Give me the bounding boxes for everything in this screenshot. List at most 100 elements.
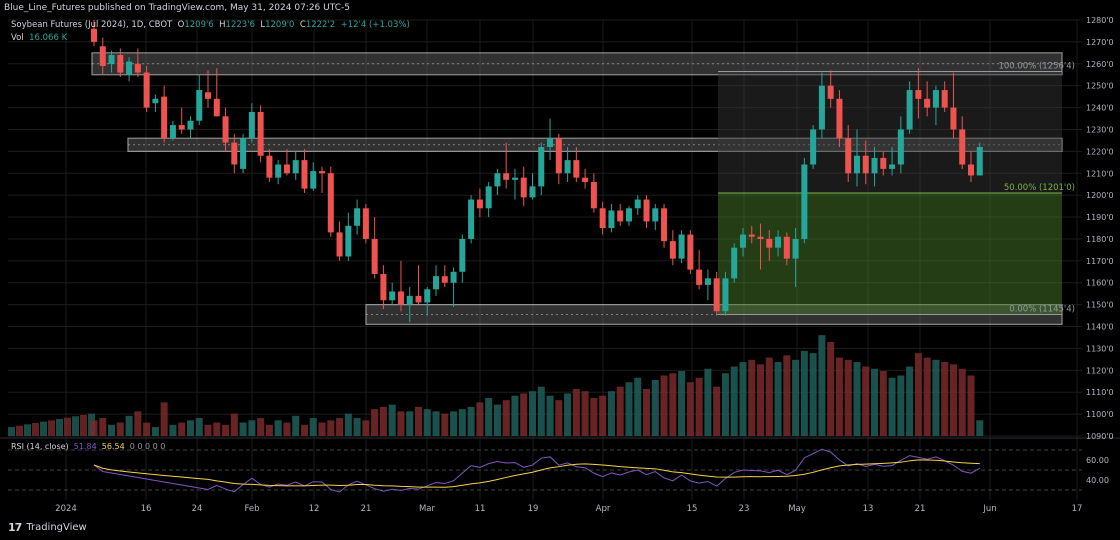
time-tick-label: Apr — [596, 504, 611, 514]
candle-body — [573, 160, 580, 178]
volume-bar — [80, 414, 87, 436]
volume-bar — [853, 362, 861, 436]
price-tick-label: 1260'0 — [1086, 60, 1114, 69]
candle-body — [301, 160, 308, 189]
volume-value: 16.066 K — [29, 33, 68, 43]
volume-bar — [248, 420, 256, 436]
rsi-line — [93, 448, 981, 493]
volume-bar — [678, 371, 686, 436]
fib-lower-zone — [718, 192, 1062, 315]
volume-bar — [116, 422, 124, 436]
candle-body — [547, 138, 554, 147]
rsi-value: 51.84 — [73, 442, 97, 451]
candle-body — [178, 125, 185, 130]
volume-bar — [16, 425, 23, 436]
volume-bar — [669, 373, 677, 436]
price-tick-label: 1270'0 — [1086, 38, 1114, 47]
candle-body — [126, 61, 133, 75]
volume-bar — [862, 366, 870, 436]
candle-body — [494, 173, 501, 187]
volume-bar — [292, 415, 300, 436]
candle-body — [959, 129, 966, 165]
candle-body — [924, 98, 931, 108]
volume-bar — [721, 373, 729, 436]
time-tick-label: 21 — [361, 504, 372, 514]
tradingview-footer[interactable]: 17 TradingView — [8, 521, 87, 534]
price-tick-label: 1190'0 — [1086, 213, 1114, 222]
volume-bar — [686, 382, 694, 436]
candle-body — [941, 90, 948, 108]
candle-body — [564, 160, 571, 174]
candle-body — [345, 225, 352, 257]
candle-body — [310, 171, 317, 189]
candle-body — [897, 129, 904, 165]
price-tick-label: 1220'0 — [1086, 147, 1114, 156]
volume-bar — [914, 353, 922, 436]
candle-body — [731, 247, 738, 279]
candle-body — [257, 111, 264, 156]
rsi-tick-label: 40.00 — [1086, 476, 1109, 485]
volume-bar — [32, 423, 39, 436]
candle-body — [739, 234, 746, 248]
candle-body — [397, 291, 404, 305]
volume-bar — [169, 424, 177, 436]
tradingview-logo-icon: 17 — [8, 521, 22, 534]
volume-bar — [379, 406, 387, 436]
volume-bar — [257, 418, 265, 436]
volume-bar — [581, 391, 589, 436]
fib-upper-zone — [718, 71, 1062, 193]
rsi-ma-value: 56.54 — [101, 442, 125, 451]
volume-bar — [976, 420, 984, 436]
candle-body — [757, 236, 764, 239]
candle-body — [459, 238, 466, 272]
candle-body — [415, 295, 422, 303]
candlesticks — [91, 20, 983, 323]
volume-bar — [625, 382, 633, 436]
volume-bar — [441, 413, 449, 436]
candle-body — [275, 164, 282, 178]
fibonacci-retracement: 100.00% (1256'4) 50.00% (1201'0) 0.00% (11… — [718, 61, 1075, 315]
candle-body — [248, 111, 255, 139]
symbol-legend: Soybean Futures (Jul 2024), 1D, CBOT O12… — [11, 20, 410, 30]
close-value: 1222'2 — [305, 20, 336, 30]
candle-body — [976, 146, 983, 176]
time-tick-label: 24 — [192, 504, 203, 514]
volume-bar — [537, 386, 545, 436]
volume-bar — [572, 388, 580, 436]
volume-bar — [695, 377, 703, 436]
candle-body — [932, 90, 939, 108]
price-tick-label: 1160'0 — [1086, 279, 1114, 288]
candle-body — [836, 98, 843, 139]
volume-bar — [24, 424, 31, 436]
candle-body — [661, 208, 668, 242]
volume-bar — [274, 420, 282, 436]
candle-body — [161, 96, 168, 139]
change-value: +12'4 (+1.03%) — [340, 20, 410, 30]
time-tick-label: 17 — [1072, 504, 1083, 514]
volume-bar — [432, 411, 440, 436]
volume-bar — [827, 341, 835, 436]
volume-bar — [871, 368, 879, 436]
candle-body — [792, 238, 799, 259]
volume-bar — [406, 411, 414, 436]
candle-body — [91, 28, 97, 42]
volume-bar — [967, 375, 975, 436]
candle-body — [476, 199, 483, 209]
price-tick-label: 1180'0 — [1086, 235, 1114, 244]
candle-body — [669, 241, 676, 259]
candle-body — [590, 182, 597, 209]
volume-bar — [879, 371, 887, 436]
volume-bar — [476, 402, 484, 436]
volume-bar — [309, 418, 317, 436]
candle-body — [169, 125, 176, 139]
publisher-header: Blue_Line_Futures published on TradingVi… — [4, 3, 350, 13]
candle-body — [889, 164, 896, 169]
volume-bar — [502, 400, 510, 436]
fib-level-label: 100.00% (1256'4) — [998, 61, 1075, 71]
candle-body — [880, 157, 887, 169]
candle-body — [748, 234, 755, 237]
candle-body — [433, 276, 440, 290]
volume-bar — [48, 420, 55, 436]
volume-bar — [546, 395, 554, 436]
